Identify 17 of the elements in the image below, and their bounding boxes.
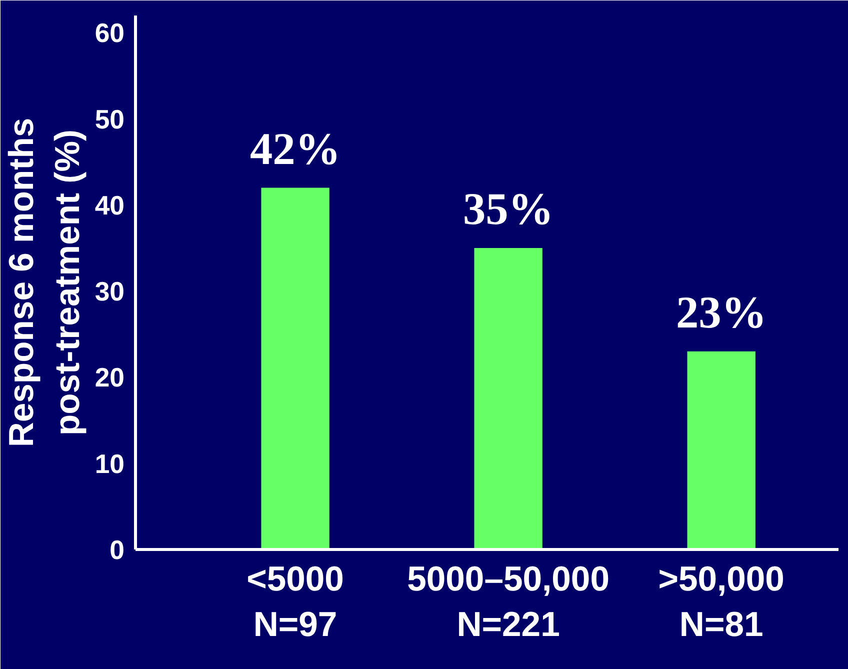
data-label: 23% bbox=[676, 287, 767, 338]
y-tick-label: 50 bbox=[94, 104, 125, 134]
data-label: 42% bbox=[250, 124, 341, 174]
bar bbox=[261, 188, 330, 550]
data-label: 35% bbox=[462, 184, 554, 234]
bar bbox=[687, 351, 756, 550]
y-tick-label: 60 bbox=[94, 18, 125, 48]
bar bbox=[474, 248, 542, 550]
x-tick-label: >50,000 N=81 bbox=[658, 560, 784, 644]
y-tick-label: 0 bbox=[110, 535, 125, 565]
y-tick-label: 10 bbox=[94, 448, 125, 479]
y-tick-label: 40 bbox=[94, 190, 125, 220]
y-tick-label: 20 bbox=[94, 362, 125, 393]
x-tick-label: <5000 N=97 bbox=[246, 560, 344, 644]
y-tick-label: 30 bbox=[94, 276, 125, 307]
y-axis-title: Response 6 months post-treatment (%) bbox=[3, 118, 87, 448]
x-tick-label: 5000–50,000 N=221 bbox=[407, 560, 610, 644]
